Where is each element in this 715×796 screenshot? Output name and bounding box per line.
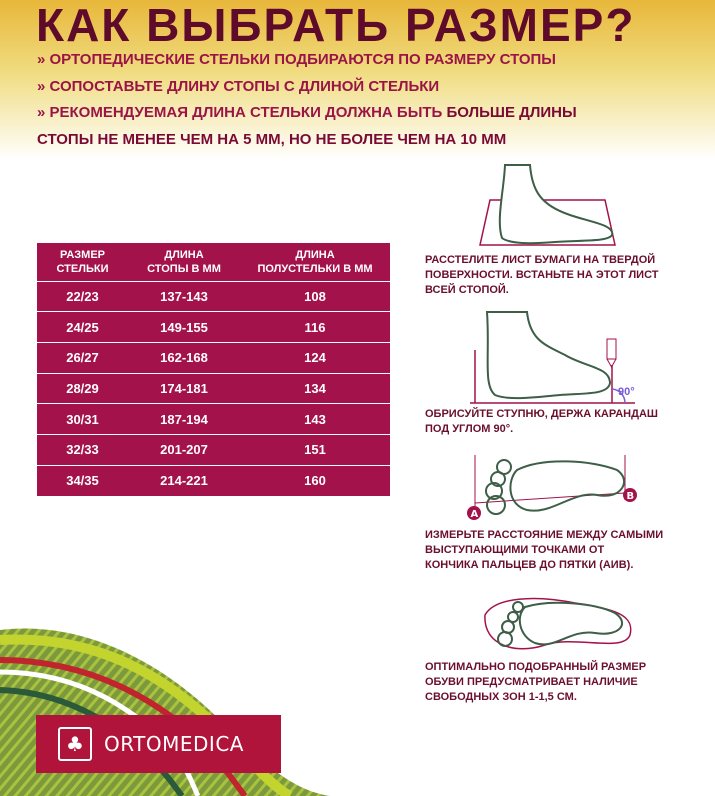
insole-length-cell: 160 xyxy=(304,473,326,489)
insole-length-cell: 116 xyxy=(240,311,390,343)
bullet-3-continued: СТОПЫ НЕ МЕНЕЕ ЧЕМ НА 5 ММ, НО НЕ БОЛЕЕ … xyxy=(37,131,507,148)
table-row: 22/23 137-143 108 xyxy=(37,281,390,313)
foot-length-cell: 214-221 xyxy=(160,473,208,489)
header-insole-length: ДЛИНА ПОЛУСТЕЛЬКИ В ММ xyxy=(240,243,390,282)
angle-label: 90° xyxy=(618,386,635,398)
foot-length-cell: 162-168 xyxy=(128,342,240,374)
size-cell: 32/33 xyxy=(37,434,128,466)
insole-length-cell: 134 xyxy=(240,373,390,405)
size-cell: 30/31 xyxy=(37,403,128,435)
table-row: 26/27 162-168 124 xyxy=(37,342,390,374)
pencil-icon xyxy=(606,338,617,360)
insole-length-cell: 108 xyxy=(240,281,390,313)
foot-length-cell: 149-155 xyxy=(128,311,240,343)
size-table: РАЗМЕР СТЕЛЬКИ ДЛИНА СТОПЫ В ММ ДЛИНА ПОЛУС… xyxy=(37,243,390,496)
bullet-3-text: » РЕКОМЕНДУЕМАЯ ДЛИНА СТЕЛЬКИ ДОЛЖНА БЫТ… xyxy=(37,104,447,121)
foot-length-cell: 201-207 xyxy=(128,434,240,466)
step-2-caption: ОБРИСУЙТЕ СТУПНЮ, ДЕРЖА КАРАНДАШ ПОД УГЛО… xyxy=(425,408,658,435)
foot-on-paper-illustration xyxy=(479,164,616,246)
bullet-3: » РЕКОМЕНДУЕМАЯ ДЛИНА СТЕЛЬКИ ДОЛЖНА БЫТ… xyxy=(37,104,577,122)
foot-length-cell: 187-194 xyxy=(128,403,240,435)
tree-icon: ♣ xyxy=(58,727,92,761)
header-foot-length: ДЛИНА СТОПЫ В ММ xyxy=(128,243,240,282)
bullet-3-bold: БОЛЬШЕ ДЛИНЫ xyxy=(446,104,577,121)
brand-name: ORTOMEDICA xyxy=(104,732,244,756)
insole-length-cell: 124 xyxy=(240,342,390,374)
size-cell: 34/35 xyxy=(66,473,99,489)
table-row: 24/25 149-155 116 xyxy=(37,311,390,343)
header-size: РАЗМЕР СТЕЛЬКИ xyxy=(37,243,128,282)
table-row: 28/29 174-181 134 xyxy=(37,373,390,405)
table-row: 32/33 201-207 151 xyxy=(37,434,390,466)
size-cell: 26/27 xyxy=(37,342,128,374)
step-4-caption: ОПТИМАЛЬНО ПОДОБРАННЫЙ РАЗМЕР ОБУВИ ПРЕДУ… xyxy=(425,661,647,703)
table-header: РАЗМЕР СТЕЛЬКИ ДЛИНА СТОПЫ В ММ ДЛИНА ПОЛУС… xyxy=(37,243,390,282)
foot-length-cell: 137-143 xyxy=(128,281,240,313)
point-b-label: B xyxy=(627,491,635,502)
table-row: 30/31 187-194 143 xyxy=(37,403,390,435)
page-title: КАК ВЫБРАТЬ РАЗМЕР? xyxy=(36,0,636,51)
size-cell: 22/23 xyxy=(37,281,128,313)
insole-length-cell: 143 xyxy=(240,403,390,435)
foot-length-cell: 174-181 xyxy=(128,373,240,405)
brand-logo: ♣ ORTOMEDICA xyxy=(36,715,281,773)
step-1-caption: РАССТЕЛИТЕ ЛИСТ БУМАГИ НА ТВЕРДОЙ ПОВЕРХН… xyxy=(425,254,659,296)
bullet-2: » СОПОСТАВЬТЕ ДЛИНУ СТОПЫ С ДЛИНОЙ СТЕЛЬ… xyxy=(37,78,440,95)
bullet-1: » ОРТОПЕДИЧЕСКИЕ СТЕЛЬКИ ПОДБИРАЮТСЯ ПО … xyxy=(37,51,556,68)
foot-measure-illustration: A B xyxy=(467,455,637,520)
size-cell: 24/25 xyxy=(37,311,128,343)
step-3-caption: ИЗМЕРЬТЕ РАССТОЯНИЕ МЕЖДУ САМЫМИ ВЫСТУПАЮ… xyxy=(425,529,664,571)
size-cell: 28/29 xyxy=(37,373,128,405)
insole-fit-illustration xyxy=(484,597,632,650)
point-a-label: A xyxy=(471,509,479,520)
foot-tracing-illustration: 90° xyxy=(470,311,635,404)
insole-length-cell: 151 xyxy=(240,434,390,466)
table-row: 34/35 214-221 160 xyxy=(37,465,390,496)
header-background xyxy=(0,0,715,160)
